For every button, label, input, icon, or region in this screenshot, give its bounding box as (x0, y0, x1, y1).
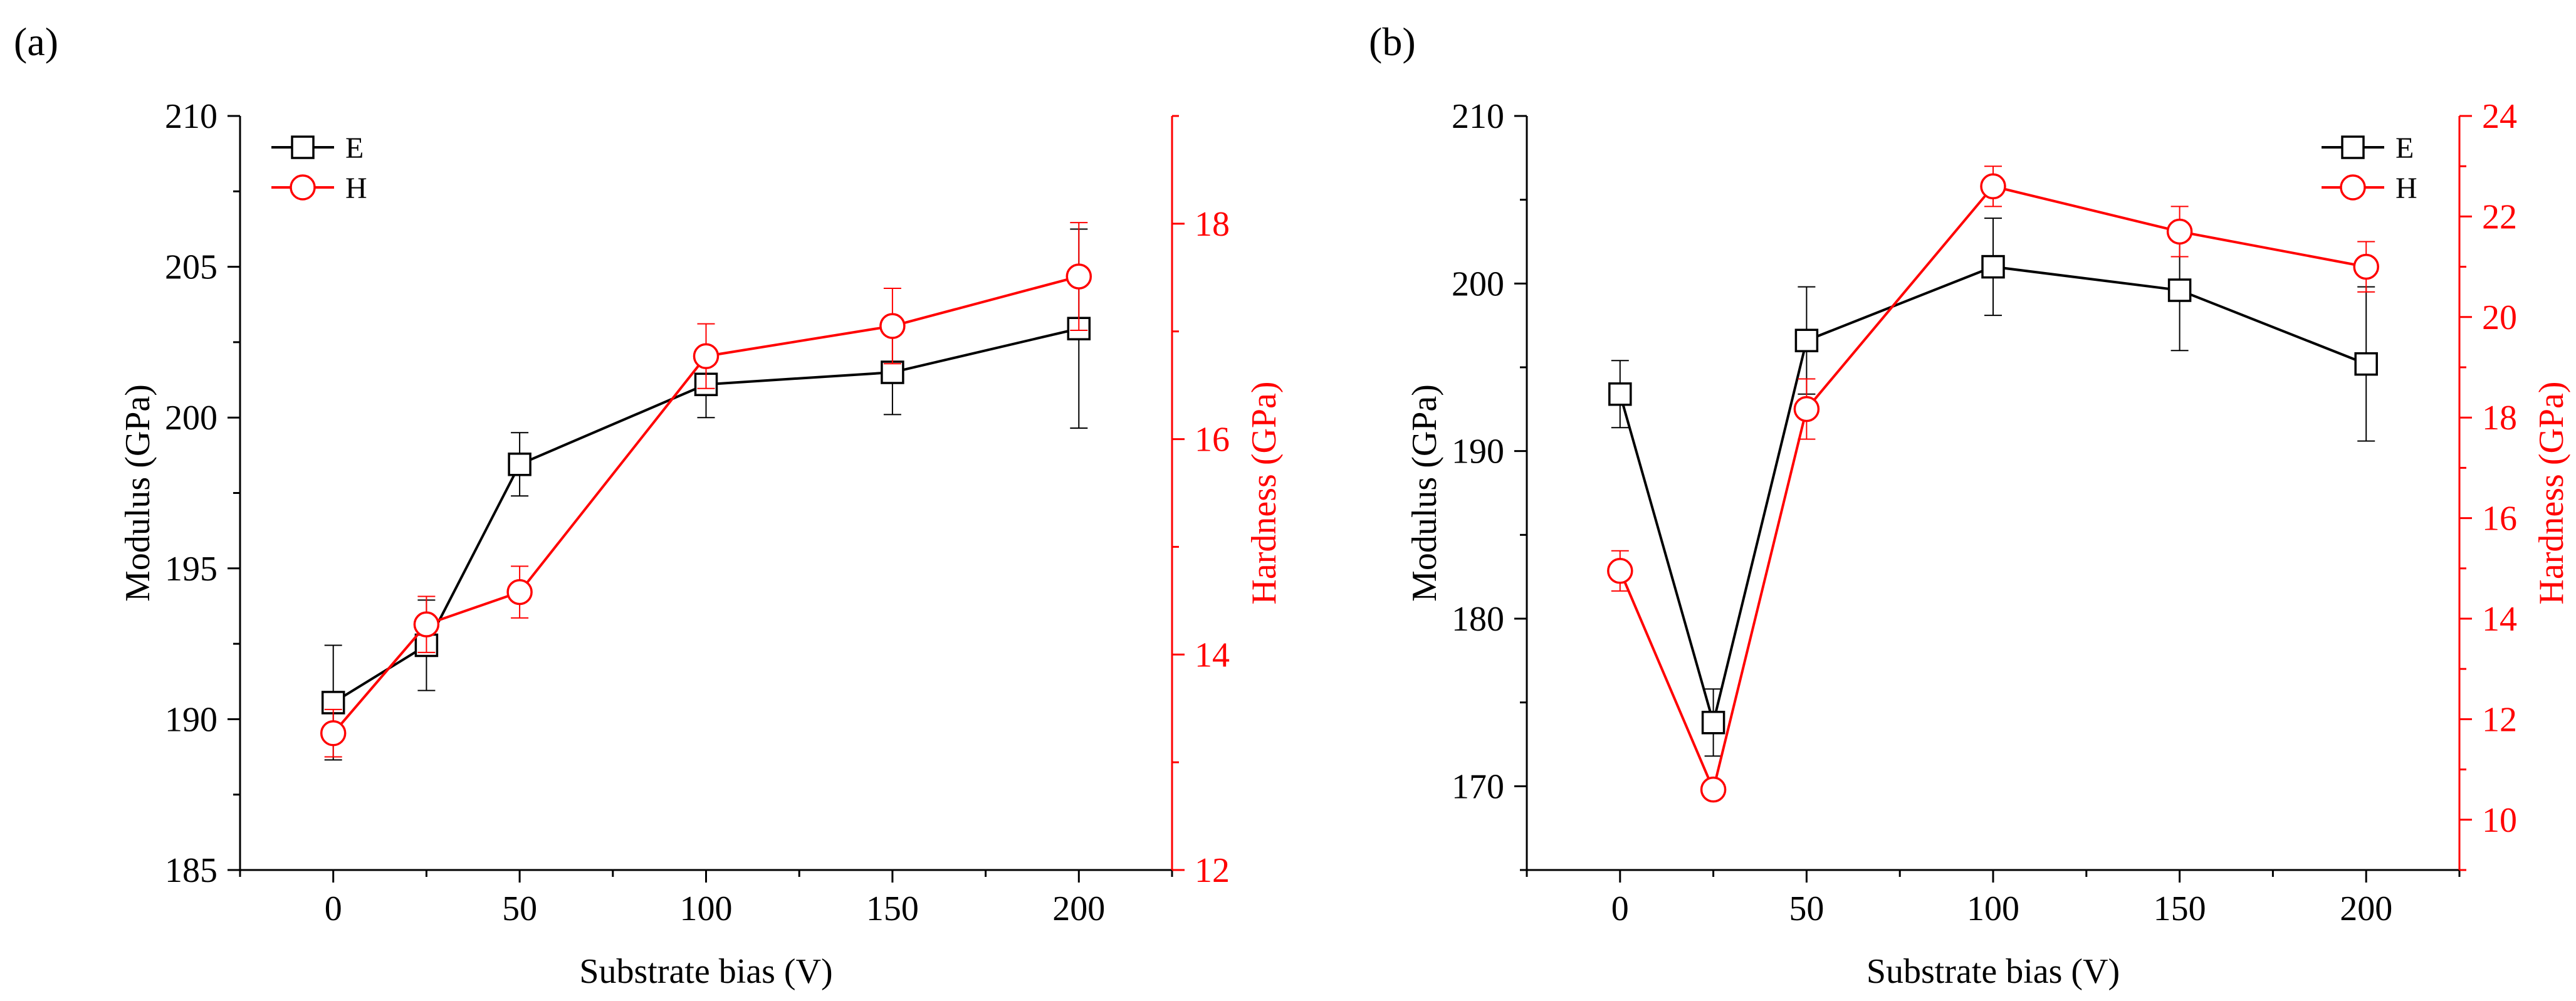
legend-label: E (2395, 132, 2414, 165)
data-point (1700, 776, 1727, 803)
right-y-tick-label: 22 (2482, 197, 2517, 236)
legend-item-H: H (271, 172, 367, 205)
data-point (320, 720, 347, 747)
right-y-axis-title: Hardness (GPa) (1245, 381, 1284, 604)
data-point (1065, 263, 1092, 290)
left-y-tick-label: 170 (1452, 767, 1504, 806)
legend-label: H (2395, 172, 2417, 205)
chart-panel-b: (b) 0 50 100 150 200 170 180 190 200 210 10 12 14 16 18… (1369, 19, 2571, 991)
series-line (332, 275, 1079, 735)
series-E (321, 228, 1091, 761)
legend-item-E: E (2322, 132, 2414, 165)
data-point (1794, 328, 1819, 352)
panel-label: (a) (14, 19, 58, 64)
left-y-tick-label: 210 (1452, 97, 1504, 136)
data-point (1607, 558, 1633, 584)
x-tick-label: 150 (866, 889, 919, 928)
right-y-tick-label: 16 (1195, 421, 1230, 459)
right-y-tick-label: 12 (2482, 700, 2517, 739)
left-y-tick-label: 205 (165, 248, 217, 287)
x-tick-label: 0 (325, 889, 342, 928)
series-line (332, 327, 1079, 704)
right-y-axis-title: Hardness (GPa) (2532, 381, 2571, 604)
data-point (879, 313, 906, 339)
x-tick-label: 150 (2154, 889, 2206, 928)
chart-panel-a: (a) 0 50 100 150 200 185 190 195 200 205 210 12 14 16 1… (14, 19, 1284, 991)
x-tick-label: 50 (502, 889, 537, 928)
data-point (1980, 173, 2006, 200)
left-y-tick-label: 210 (165, 97, 217, 136)
data-point (693, 343, 720, 369)
right-y-tick-label: 12 (1195, 851, 1230, 890)
legend: EH (2322, 132, 2417, 205)
x-tick-label: 100 (1967, 889, 2019, 928)
x-axis-title: Substrate bias (V) (579, 952, 832, 991)
legend-item-E: E (271, 132, 364, 165)
data-point (2353, 253, 2379, 280)
data-point (413, 611, 440, 637)
right-y-tick-label: 16 (2482, 500, 2517, 538)
right-y-tick-label: 10 (2482, 801, 2517, 840)
left-y-tick-label: 190 (165, 700, 217, 739)
right-y-tick-label: 14 (1195, 636, 1230, 674)
data-point (1701, 710, 1725, 735)
left-y-axis-title: Modulus (GPa) (1405, 384, 1444, 602)
data-point (1608, 382, 1632, 406)
legend-marker-circle (2340, 174, 2366, 201)
series-H (320, 222, 1092, 758)
left-y-tick-label: 180 (1452, 600, 1504, 639)
x-tick-label: 100 (680, 889, 733, 928)
data-point (1981, 254, 2005, 279)
data-point (1793, 396, 1820, 422)
legend-marker-circle (290, 174, 316, 201)
series-H (1607, 165, 2379, 803)
right-y-tick-label: 14 (2482, 600, 2517, 639)
left-y-tick-label: 200 (1452, 265, 1504, 303)
data-point (2167, 278, 2192, 302)
legend: EH (271, 132, 367, 205)
series-line (1618, 185, 2367, 794)
left-y-tick-label: 195 (165, 550, 217, 589)
right-y-tick-label: 24 (2482, 97, 2517, 136)
legend-marker-square (2341, 135, 2365, 159)
left-y-tick-label: 200 (165, 399, 217, 438)
legend-marker-square (291, 135, 315, 159)
x-tick-label: 200 (2340, 889, 2392, 928)
right-y-tick-label: 18 (1195, 205, 1230, 244)
left-y-axis-title: Modulus (GPa) (118, 384, 157, 602)
right-y-tick-label: 18 (2482, 399, 2517, 438)
left-y-tick-label: 190 (1452, 432, 1504, 471)
x-tick-label: 0 (1611, 889, 1629, 928)
left-y-tick-label: 185 (165, 851, 217, 890)
series-E (1608, 217, 2378, 757)
series-line (1618, 265, 2367, 728)
data-point (2166, 218, 2193, 245)
x-tick-label: 50 (1789, 889, 1824, 928)
data-point (506, 579, 533, 605)
right-y-tick-label: 20 (2482, 298, 2517, 337)
legend-item-H: H (2322, 172, 2417, 205)
data-point (508, 453, 531, 476)
legend-label: E (345, 132, 364, 165)
x-axis-title: Substrate bias (V) (1867, 952, 2120, 991)
x-tick-label: 200 (1052, 889, 1105, 928)
legend-label: H (345, 172, 367, 205)
data-point (2354, 352, 2378, 376)
data-point (881, 360, 904, 384)
panel-label: (b) (1369, 19, 1416, 64)
